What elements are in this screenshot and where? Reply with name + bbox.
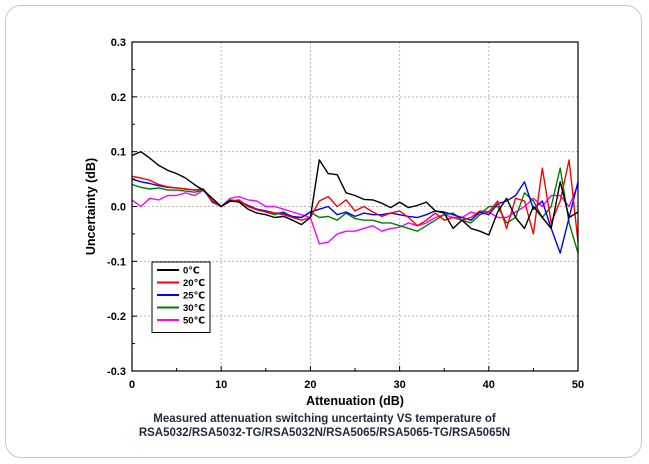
- y-tick-label: -0.3: [107, 366, 126, 378]
- legend-label: 25℃: [183, 291, 205, 302]
- x-tick-label: 0: [129, 379, 135, 391]
- legend: 0℃20℃ 25℃30℃ 50℃: [151, 261, 211, 333]
- caption-line-2: RSA5032/RSA5032-TG/RSA5032N/RSA5065/RSA5…: [138, 427, 511, 439]
- x-tick-label: 30: [393, 379, 405, 391]
- legend-label: 30℃: [183, 303, 205, 314]
- series-line: [131, 150, 579, 236]
- y-tick-label: 0.2: [111, 92, 126, 104]
- series-line: [131, 159, 579, 243]
- legend-label: 50℃: [183, 316, 205, 327]
- x-tick-label: 50: [572, 379, 584, 391]
- x-axis-title: Attenuation (dB): [306, 394, 404, 408]
- chart-card: [5, 5, 642, 458]
- figure-caption: Measured attenuation switching uncertain…: [0, 412, 649, 440]
- y-tick-label: 0.0: [111, 202, 126, 214]
- y-axis-title: Uncertainty (dB): [84, 158, 98, 255]
- y-tick-label: 0.1: [111, 147, 126, 159]
- y-tick-label: 0.3: [111, 37, 126, 49]
- axis-ticks: 0 10 20 30 40 50 -0.3 -0.2 -0.1 0.0 0.1 0.2 0.3: [107, 37, 584, 391]
- line-chart: 0 10 20 30 40 50 -0.3 -0.2 -0.1 0.0 0.1 0.2 0.3 Atte…: [84, 37, 584, 408]
- y-tick-label: -0.1: [107, 256, 126, 268]
- x-tick-label: 40: [483, 379, 495, 391]
- x-tick-label: 20: [304, 379, 316, 391]
- caption-line-1: Measured attenuation switching uncertain…: [153, 413, 496, 425]
- x-tick-label: 10: [215, 379, 227, 391]
- y-tick-label: -0.2: [107, 311, 126, 323]
- legend-label: 20℃: [183, 278, 205, 289]
- series-lines: [131, 150, 579, 254]
- legend-label: 0℃: [183, 266, 200, 277]
